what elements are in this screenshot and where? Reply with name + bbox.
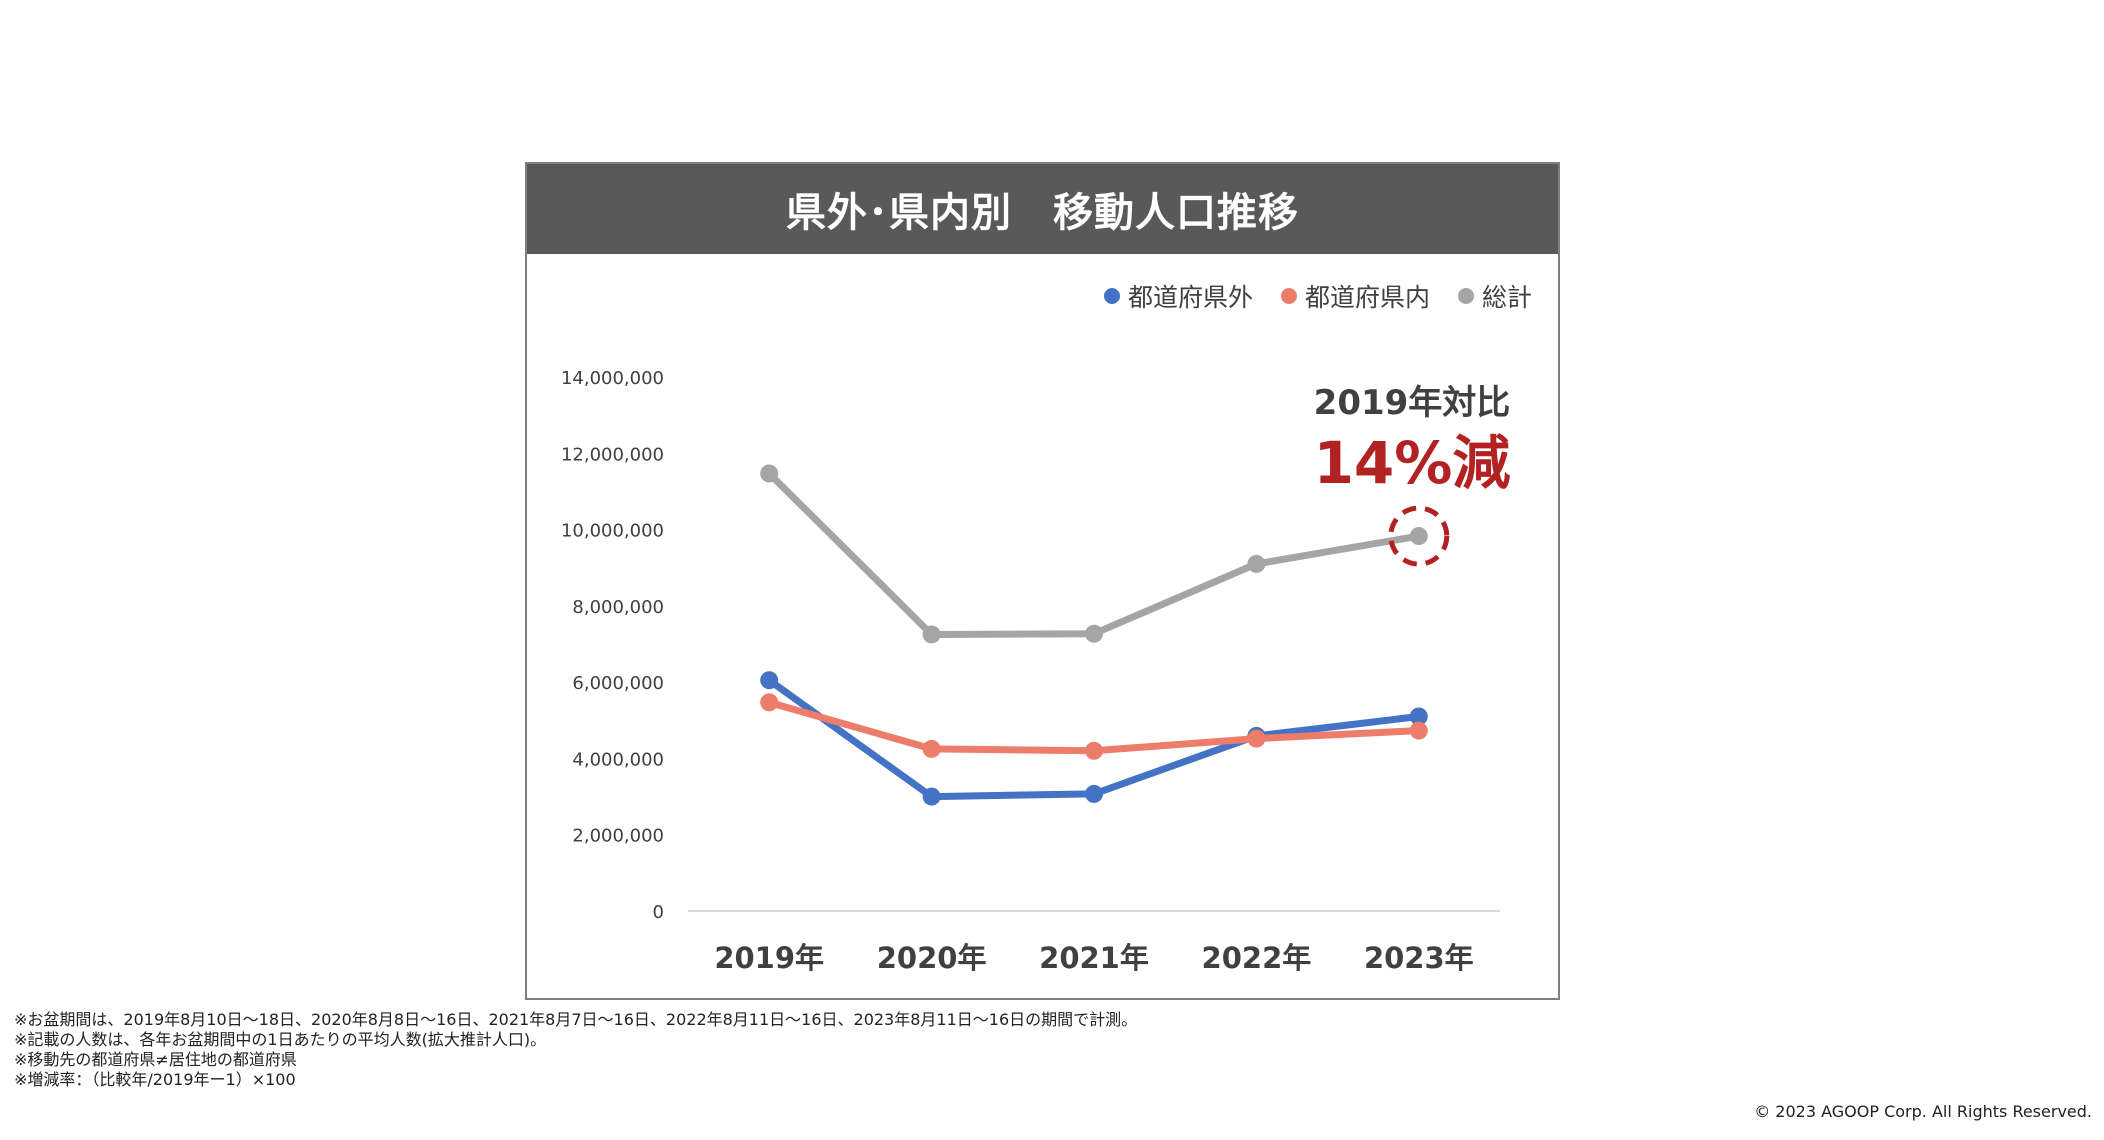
- copyright: © 2023 AGOOP Corp. All Rights Reserved.: [1754, 1102, 2092, 1121]
- chart-legend: 都道府県外 都道府県内 総計: [1103, 278, 1532, 314]
- data-point: [1247, 554, 1266, 573]
- data-point: [760, 464, 779, 483]
- chart-panel: 県外･県内別 移動人口推移: [525, 162, 1560, 1000]
- footnote-period: ※お盆期間は、2019年8月10日～18日、2020年8月8日～16日、2021…: [14, 1010, 1138, 1029]
- annotation-decrease-value: 14%減: [1314, 429, 1511, 497]
- x-tick-label: 2019年: [714, 941, 824, 975]
- y-tick-label: 14,000,000: [561, 368, 664, 389]
- y-tick-label: 0: [653, 902, 664, 923]
- legend-item-total: 総計: [1457, 278, 1532, 314]
- x-axis: 2019年 2020年 2021年 2022年 2023年: [714, 941, 1473, 975]
- legend-item-outside: 都道府県外: [1103, 278, 1253, 314]
- footnote-rate: ※増減率：（比較年/2019年ー1）×100: [14, 1070, 296, 1089]
- line-chart: 0 2,000,000 4,000,000 6,000,000 8,000,000 10,…: [561, 368, 1511, 975]
- legend-marker-outside: [1103, 288, 1120, 304]
- data-point: [922, 787, 941, 806]
- legend-marker-total: [1457, 288, 1474, 304]
- data-point: [760, 671, 779, 690]
- legend-label-inside: 都道府県内: [1304, 283, 1430, 312]
- data-point: [1409, 721, 1428, 740]
- footnote-destination: ※移動先の都道府県≠居住地の都道府県: [14, 1050, 297, 1069]
- y-tick-label: 8,000,000: [572, 597, 664, 618]
- chart-title: 県外･県内別 移動人口推移: [527, 164, 1558, 254]
- x-tick-label: 2021年: [1039, 941, 1149, 975]
- x-tick-label: 2022年: [1202, 941, 1312, 975]
- footnote-count: ※記載の人数は、各年お盆期間中の1日あたりの平均人数(拡大推計人口)。: [14, 1030, 547, 1049]
- y-tick-label: 4,000,000: [572, 749, 664, 770]
- data-point: [1409, 527, 1428, 546]
- legend-marker-inside: [1280, 288, 1297, 304]
- legend-label-total: 総計: [1481, 283, 1532, 312]
- data-point: [922, 625, 941, 644]
- data-point: [1085, 624, 1103, 643]
- y-axis: 0 2,000,000 4,000,000 6,000,000 8,000,000 10,…: [561, 368, 664, 923]
- data-point: [1085, 741, 1103, 760]
- legend-label-outside: 都道府県外: [1127, 283, 1253, 312]
- data-point: [1085, 784, 1103, 803]
- y-tick-label: 6,000,000: [572, 673, 664, 694]
- highlight-circle: [1388, 505, 1450, 567]
- x-tick-label: 2023年: [1364, 941, 1474, 975]
- data-point: [1409, 707, 1428, 726]
- y-tick-label: 12,000,000: [561, 444, 664, 465]
- data-point: [1247, 729, 1266, 748]
- annotation-comparison-label: 2019年対比: [1314, 383, 1511, 423]
- data-point: [760, 693, 779, 712]
- series-line: [765, 470, 1423, 638]
- series-group: [760, 464, 1428, 806]
- footnotes: ※お盆期間は、2019年8月10日～18日、2020年8月8日～16日、2021…: [14, 1010, 1137, 1090]
- data-point: [922, 739, 941, 758]
- y-tick-label: 2,000,000: [572, 826, 664, 847]
- annotation: 2019年対比 14%減: [1314, 383, 1511, 567]
- y-tick-label: 10,000,000: [561, 521, 664, 542]
- x-tick-label: 2020年: [877, 941, 987, 975]
- legend-item-inside: 都道府県内: [1280, 278, 1430, 314]
